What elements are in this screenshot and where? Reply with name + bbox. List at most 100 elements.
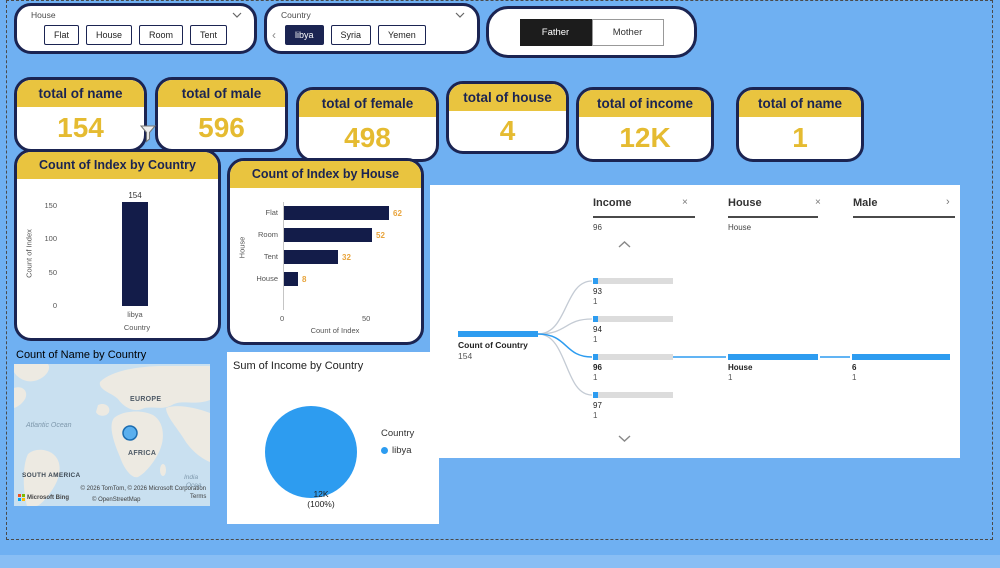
country-option-libya[interactable]: libya [285,25,324,45]
tree-node-96-selected[interactable]: 96 1 [593,354,673,382]
x-tick: 0 [280,314,285,323]
tree-node-value: 1 [593,335,598,344]
filter-funnel-icon[interactable] [140,125,156,143]
chevron-up-icon[interactable] [618,241,658,248]
map-label-africa: AFRICA [128,450,157,457]
tree-node-bar [593,354,673,360]
chevron-right-icon[interactable]: › [946,196,950,208]
tree-column-underline [728,216,818,218]
close-icon[interactable]: × [682,197,688,208]
y-category-label: Room [257,230,278,239]
column-bar[interactable] [122,202,148,306]
map-label-indian-ocean-2: Ocea [186,482,202,489]
tree-node-house[interactable]: House 1 [728,354,818,382]
bottom-bar [0,555,1000,568]
pie-legend-title: Country [381,428,415,439]
tree-root-value: 154 [458,351,473,361]
tree-node-label: 96 [593,363,602,372]
pie-data-label: 12K (100%) [307,489,335,509]
house-option-house[interactable]: House [85,25,132,45]
kpi-card-title: total of name [739,90,861,117]
scroll-left-icon[interactable]: ‹ [272,28,276,42]
column-chart-index-by-country: Count of Index by Country 150 100 50 0 1… [14,149,221,341]
microsoft-logo-icon [18,494,25,501]
kpi-card-total-female: total of female 498 [296,87,439,162]
tree-node-bar [728,354,818,360]
close-icon[interactable]: × [815,197,821,208]
hbar[interactable] [284,228,372,242]
kpi-card-total-house: total of house 4 [446,81,569,154]
tree-node-label: 93 [593,287,602,296]
parent-option-father[interactable]: Father [519,18,592,46]
bar-data-label: 8 [302,274,307,284]
country-slicer-header: Country [281,10,311,20]
house-option-tent[interactable]: Tent [190,25,228,45]
x-tick: 50 [362,314,371,323]
map-attribution: © 2026 TomTom, © 2026 Microsoft Corporat… [80,486,206,492]
hbar[interactable] [284,272,298,286]
kpi-card-total-name-2: total of name 1 [736,87,864,162]
chevron-down-icon[interactable] [232,12,242,18]
kpi-card-value: 498 [344,122,391,153]
pie-slice-libya[interactable] [265,406,357,498]
y-tick: 150 [44,201,57,210]
kpi-card-title: total of house [449,84,566,111]
tree-column-sub-income: 96 [593,223,602,232]
map-terms-link[interactable]: Terms [190,494,207,500]
map-title: Count of Name by Country [16,349,147,361]
tree-node-97[interactable]: 97 1 [593,392,673,420]
tree-root-node[interactable]: Count of Country 154 [458,331,548,361]
tree-column-income[interactable]: Income [593,197,632,209]
tree-column-sub-house: House [728,223,752,232]
chart-title: Count of Index by Country [17,152,218,179]
kpi-card-title: total of female [299,90,436,117]
country-option-syria[interactable]: Syria [330,25,372,45]
tree-node-value: 1 [852,373,857,382]
y-axis-title: Count of Index [24,229,34,278]
map-label-indian-ocean-1: India [184,474,199,481]
decomposition-tree: Income × 96 House × House Male › Count o… [430,185,960,458]
map-marker-libya[interactable] [122,425,138,441]
tree-node-93[interactable]: 93 1 [593,278,673,306]
x-axis-title: Count of Index [310,326,360,335]
tree-node-bar [593,392,673,398]
country-option-yemen[interactable]: Yemen [378,25,426,45]
y-category-label: House [256,274,278,283]
house-slicer: House Flat House Room Tent [14,3,257,54]
hbar[interactable] [284,250,338,264]
kpi-card-total-male: total of male 596 [155,77,288,152]
hbar[interactable] [284,206,389,220]
pie-chart-title: Sum of Income by Country [233,360,364,372]
chevron-down-icon[interactable] [455,12,465,18]
legend-dot-icon [381,447,388,454]
tree-node-male[interactable]: 6 1 [852,354,950,382]
axis-line [283,202,284,310]
chart-title: Count of Index by House [230,161,421,188]
pie-legend-item-libya[interactable]: libya [381,445,412,456]
tree-node-label: House [728,363,753,372]
kpi-card-value: 4 [499,115,516,146]
bar-data-label: 52 [376,230,385,240]
kpi-card-value: 154 [57,112,104,143]
tree-node-bar [852,354,950,360]
house-option-flat[interactable]: Flat [43,25,79,45]
chevron-down-icon[interactable] [618,435,658,442]
country-slicer: Country ‹ libya Syria Yemen [264,3,480,54]
tree-node-label: 94 [593,325,602,334]
y-category-label: Flat [265,208,278,217]
tree-column-house[interactable]: House [728,197,762,209]
map-label-europe: EUROPE [130,396,162,403]
kpi-card-title: total of name [17,80,144,107]
map-visual[interactable]: EUROPE Atlantic Ocean AFRICA SOUTH AMERI… [14,364,210,506]
tree-node-94[interactable]: 94 1 [593,316,673,344]
column-chart-plot: 150 100 50 0 154 libya Country Count of … [17,179,218,338]
tree-column-male[interactable]: Male [853,197,878,209]
bar-data-label: 62 [393,208,402,218]
pie-chart-visual: Sum of Income by Country 12K (100%) Coun… [227,352,439,524]
tree-node-value: 1 [728,373,733,382]
house-option-room[interactable]: Room [139,25,184,45]
tree-node-value: 1 [593,373,598,382]
parent-option-mother[interactable]: Mother [591,18,664,46]
kpi-card-value: 596 [198,112,245,143]
